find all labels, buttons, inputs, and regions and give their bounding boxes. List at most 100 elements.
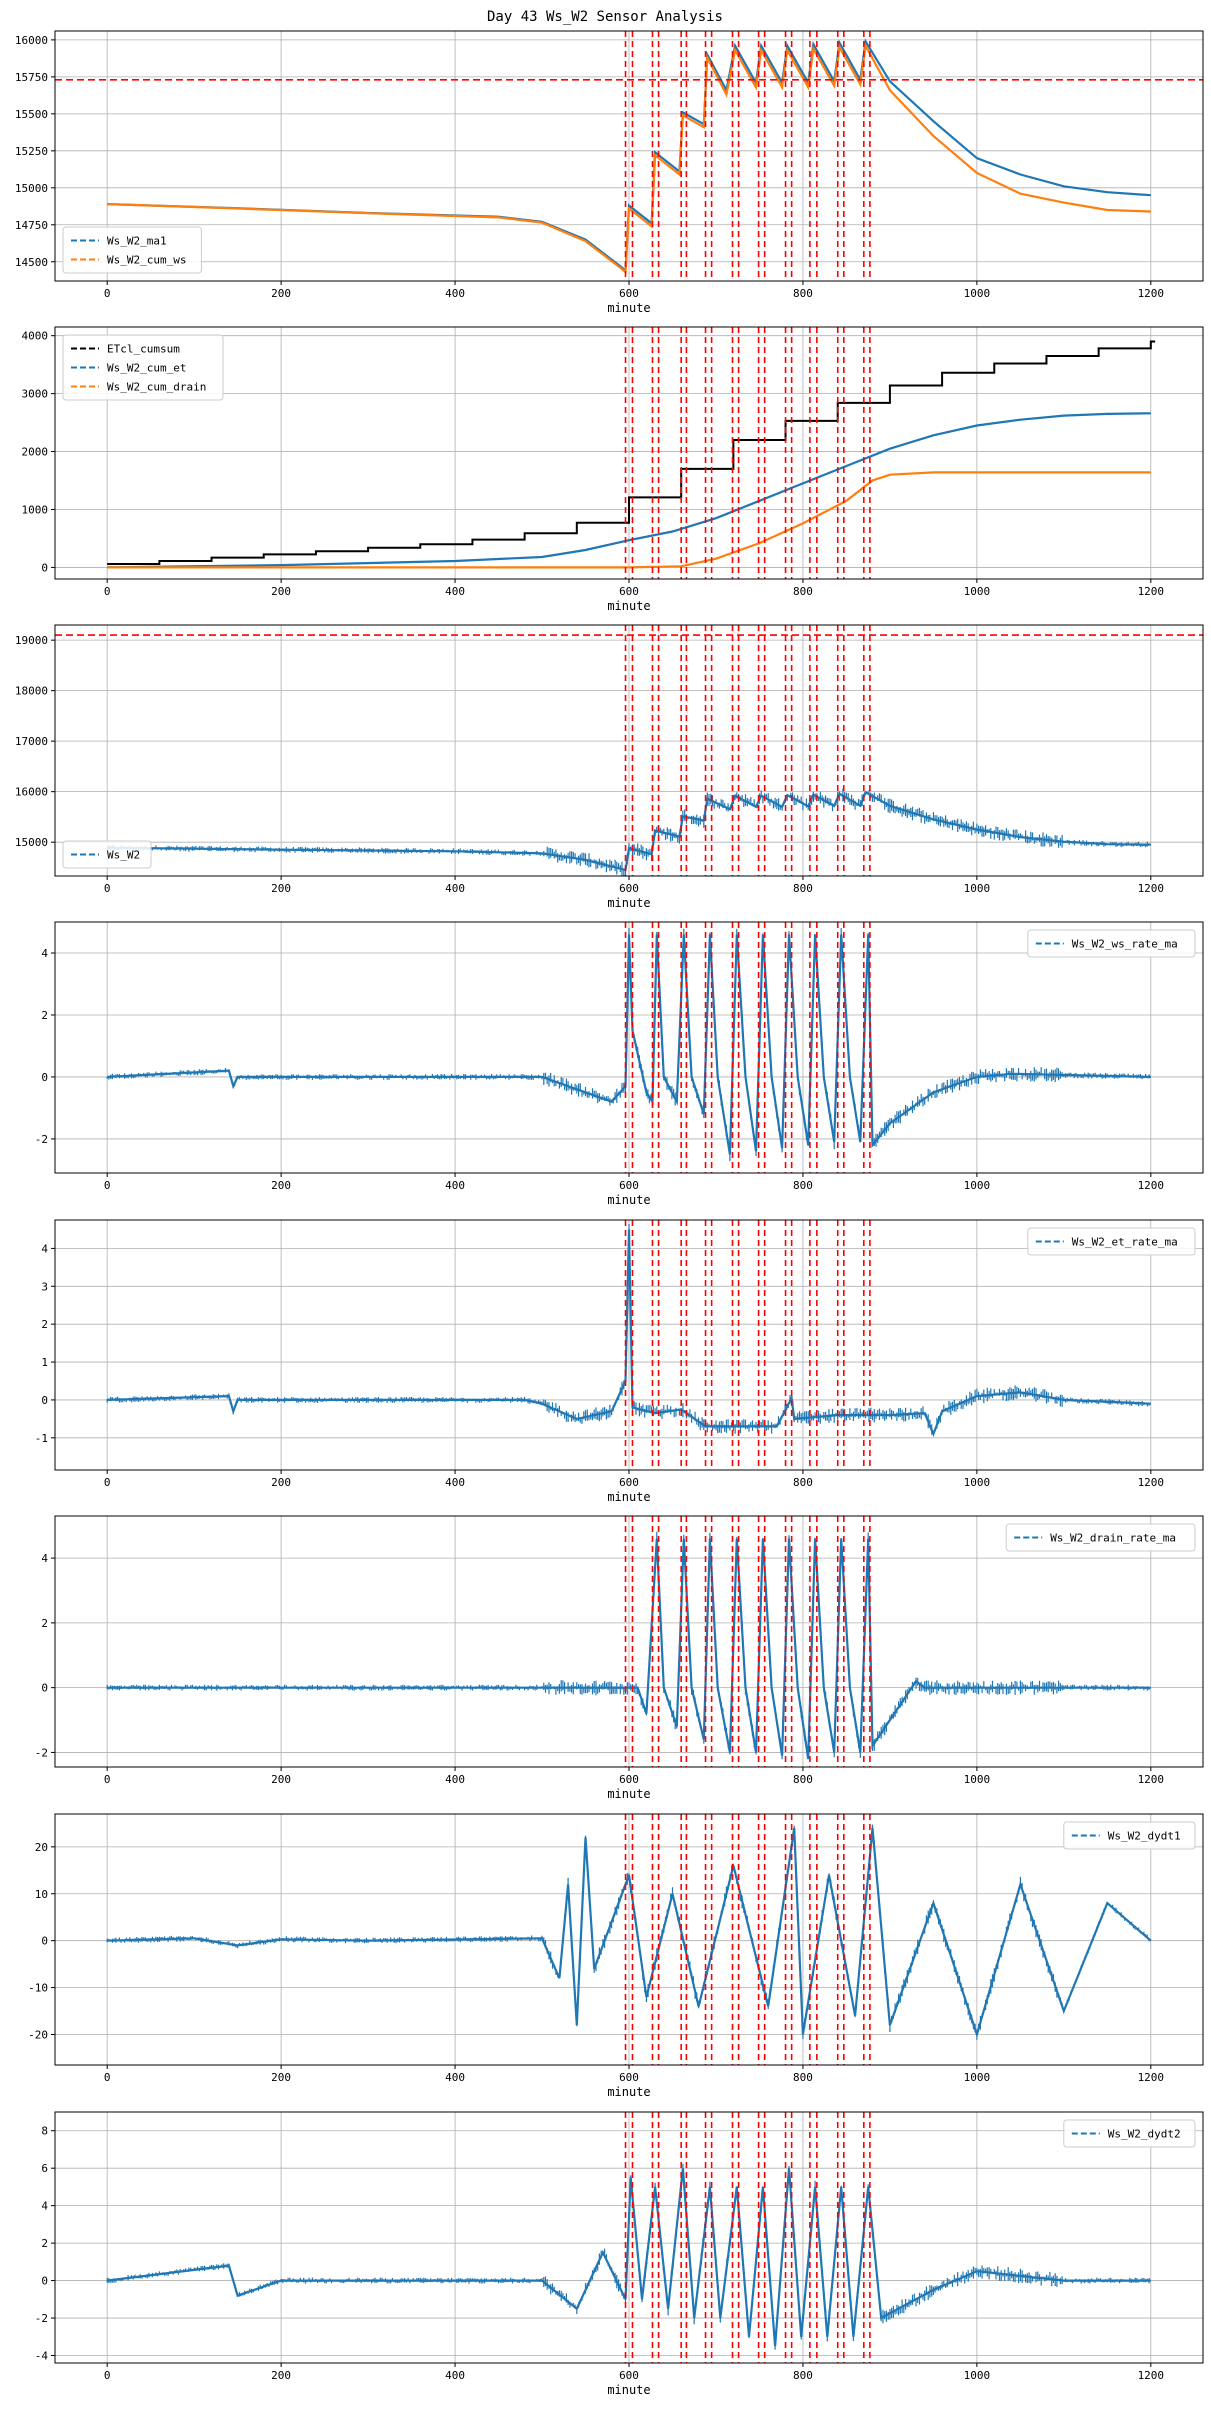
y-tick-label: -2 [35,1133,48,1146]
y-tick-label: 8 [41,2125,48,2138]
x-tick-label: 1200 [1138,1773,1165,1786]
legend-box [1005,1523,1196,1552]
legend-box [1063,1821,1196,1850]
y-tick-label: 14500 [15,256,48,269]
series-line-Ws_W2_cum_et [107,412,1151,569]
y-tick-label: 4 [41,947,48,960]
y-tick-label: 0 [41,1394,48,1407]
y-tick-label: 2 [41,1617,48,1630]
x-tick-label: 400 [445,1773,465,1786]
x-tick-label: 1000 [964,1773,991,1786]
y-tick-label: 1 [41,1356,48,1369]
x-tick-label: 800 [793,1773,813,1786]
legend-label: Ws_W2_cum_et [107,362,186,375]
legend: Ws_W2_drain_rate_ma [1005,1523,1196,1552]
y-tick-label: 15250 [15,145,48,158]
series-line-Ws_W2_et_rate_ma [107,1229,1151,1437]
x-tick-label: 400 [445,287,465,300]
chart-panel-3: 0 200 400 600 800 1000 1200 15000 16000 17000 1800… [15,624,1204,910]
plot-area [106,1220,1151,1470]
x-tick-label: 600 [619,585,639,598]
y-tick-label: 15500 [15,108,48,121]
x-tick-label: 1200 [1138,2071,1165,2084]
x-tick-label: 800 [793,1476,813,1489]
x-tick-label: 1000 [964,2369,991,2382]
x-tick-label: 1000 [964,1476,991,1489]
plot-area [106,1814,1152,2065]
chart-panel-8: 0 200 400 600 800 1000 1200 -4 -2 0 2 4 6 8 minute Ws_W… [35,2111,1204,2397]
x-tick-label: 1000 [964,287,991,300]
y-tick-label: 2 [41,1009,48,1022]
legend: Ws_W2_ws_rate_ma [1027,929,1196,958]
y-tick-label: -10 [28,1982,48,1995]
chart-panel-2: 0 200 400 600 800 1000 1200 0 1000 2000 3000 4000 mi… [22,326,1204,613]
chart-panel-6: 0 200 400 600 800 1000 1200 -2 0 2 4 minute Ws_W2_dr… [35,1515,1204,1801]
x-tick-label: 200 [271,2369,291,2382]
x-tick-label: 400 [445,882,465,895]
x-tick-label: 1000 [964,2071,991,2084]
legend-box [1027,929,1196,958]
x-tick-label: 400 [445,2071,465,2084]
legend: ETcl_cumsum Ws_W2_cum_et Ws_W2_cum_drain [62,334,224,401]
plot-area [106,1516,1151,1767]
x-tick-label: 600 [619,287,639,300]
plot-area [106,2112,1151,2363]
y-tick-label: 20 [35,1841,48,1854]
series-line-Ws_W2_cum_ws [107,42,1151,275]
x-axis-label: minute [607,1787,650,1801]
legend: Ws_W2_dydt2 [1063,2119,1196,2148]
legend-label: ETcl_cumsum [107,343,180,356]
legend: Ws_W2_dydt1 [1063,1821,1196,1850]
figure-title: Day 43 Ws_W2 Sensor Analysis [487,9,723,25]
y-tick-label: 19000 [15,634,48,647]
legend-label: Ws_W2_et_rate_ma [1072,1236,1178,1249]
y-tick-label: 0 [41,561,48,574]
y-tick-label: 1000 [22,503,49,516]
x-tick-label: 400 [445,585,465,598]
x-tick-label: 400 [445,2369,465,2382]
x-tick-label: 0 [104,882,111,895]
y-tick-label: 17000 [15,735,48,748]
y-tick-label: -20 [28,2029,48,2042]
x-tick-label: 800 [793,882,813,895]
y-tick-label: 0 [41,1935,48,1948]
x-tick-label: 800 [793,1179,813,1192]
chart-panel-1: 0 200 400 600 800 1000 1200 14500 14750 15000 1525… [15,30,1204,315]
x-tick-label: 0 [104,1179,111,1192]
legend-box [1027,1227,1196,1256]
x-tick-label: 200 [271,1179,291,1192]
chart-panel-4: 0 200 400 600 800 1000 1200 -2 0 2 4 minute Ws_W2_ws… [35,921,1204,1207]
y-tick-label: 16000 [15,786,48,799]
legend-label: Ws_W2_dydt1 [1108,1830,1181,1843]
x-tick-label: 800 [793,287,813,300]
x-tick-label: 800 [793,585,813,598]
x-tick-label: 1200 [1138,585,1165,598]
x-tick-label: 800 [793,2071,813,2084]
legend-box [62,334,224,401]
x-tick-label: 600 [619,1773,639,1786]
legend-label: Ws_W2 [107,849,140,862]
legend-box [62,226,202,274]
legend-label: Ws_W2_ws_rate_ma [1072,938,1178,951]
x-tick-label: 200 [271,2071,291,2084]
x-tick-label: 400 [445,1476,465,1489]
x-tick-label: 200 [271,882,291,895]
y-tick-label: 4 [41,2200,48,2213]
x-tick-label: 1200 [1138,1476,1165,1489]
legend-label: Ws_W2_cum_ws [107,254,186,267]
x-axis-label: minute [607,896,650,910]
series-line-Ws_W2_drain_rate_ma [107,1538,1151,1760]
legend: Ws_W2_ma1 Ws_W2_cum_ws [62,226,202,274]
x-axis-label: minute [607,2085,650,2099]
x-tick-label: 0 [104,287,111,300]
y-tick-label: 10 [35,1888,48,1901]
y-tick-label: 15000 [15,836,48,849]
x-tick-label: 600 [619,1476,639,1489]
series-line-Ws_W2_cum_drain [107,471,1151,569]
y-tick-label: 3 [41,1280,48,1293]
legend-box [62,840,152,869]
x-tick-label: 600 [619,882,639,895]
